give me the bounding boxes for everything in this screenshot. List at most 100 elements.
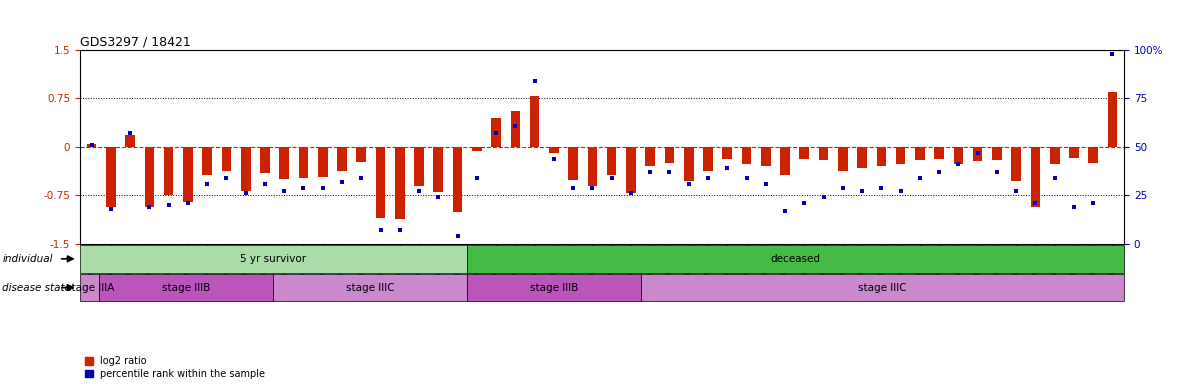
Text: 5 yr survivor: 5 yr survivor [240,254,306,264]
Bar [548,147,559,153]
Bar [164,147,173,195]
Point [564,185,583,191]
Bar [838,147,847,171]
Bar [799,147,809,159]
Point [506,122,525,129]
Bar [273,274,467,301]
Bar [80,245,467,273]
Point [776,208,794,214]
Bar [491,118,501,147]
Point [814,194,833,200]
Point [179,200,198,206]
Point [352,175,371,181]
Bar [857,147,867,168]
Point [1084,200,1103,206]
Bar [762,147,771,166]
Bar [511,111,520,147]
Point [1026,200,1045,206]
Bar [467,245,1124,273]
Bar [645,147,656,166]
Point [237,190,255,197]
Bar [472,147,481,151]
Point [159,202,178,208]
Point [1006,189,1025,195]
Point [333,179,352,185]
Bar [433,147,443,192]
Bar [125,135,135,147]
Bar [260,147,270,173]
Point [82,142,101,148]
Point [969,150,988,156]
Text: stage IIIC: stage IIIC [858,283,906,293]
Bar [896,147,905,164]
Point [525,78,544,84]
Point [371,227,390,233]
Point [391,227,410,233]
Point [603,175,621,181]
Text: stage IIIA: stage IIIA [66,283,114,293]
Bar [318,147,327,177]
Point [217,175,235,181]
Bar [684,147,693,181]
Point [448,233,467,239]
Point [911,175,930,181]
Text: deceased: deceased [771,254,820,264]
Bar [1069,147,1079,158]
Bar [414,147,424,186]
Bar [935,147,944,159]
Bar [1011,147,1020,181]
Point [833,185,852,191]
Bar [819,147,829,160]
Point [294,185,313,191]
Bar [202,147,212,175]
Bar [467,274,640,301]
Point [198,180,217,187]
Bar [106,147,115,207]
Text: GDS3297 / 18421: GDS3297 / 18421 [80,36,191,49]
Bar [915,147,925,160]
Point [428,194,447,200]
Bar [665,147,674,163]
Point [718,165,737,171]
Point [121,130,140,136]
Point [949,161,967,167]
Bar [279,147,290,179]
Point [621,190,640,197]
Point [583,185,601,191]
Text: individual: individual [2,254,53,264]
Bar [221,147,231,171]
Point [1045,175,1064,181]
Point [486,130,505,136]
Point [852,189,871,195]
Text: stage IIIB: stage IIIB [530,283,578,293]
Legend: log2 ratio, percentile rank within the sample: log2 ratio, percentile rank within the s… [85,356,266,379]
Bar [1050,147,1059,164]
Text: stage IIIC: stage IIIC [346,283,394,293]
Point [794,200,813,206]
Bar [626,147,636,194]
Point [988,169,1006,175]
Point [410,189,428,195]
Point [660,169,679,175]
Point [930,169,949,175]
Bar [640,274,1124,301]
Bar [953,147,963,164]
Bar [241,147,251,191]
Bar [780,147,790,175]
Point [255,180,274,187]
Bar [184,147,193,202]
Bar [99,274,273,301]
Bar [973,147,983,161]
Bar [395,147,405,219]
Text: disease state: disease state [2,283,72,293]
Bar [87,144,97,147]
Point [101,206,120,212]
Point [1064,204,1083,210]
Point [757,180,776,187]
Bar [992,147,1002,160]
Bar [607,147,617,175]
Bar [587,147,597,186]
Point [274,189,293,195]
Bar [703,147,713,171]
Bar [877,147,886,166]
